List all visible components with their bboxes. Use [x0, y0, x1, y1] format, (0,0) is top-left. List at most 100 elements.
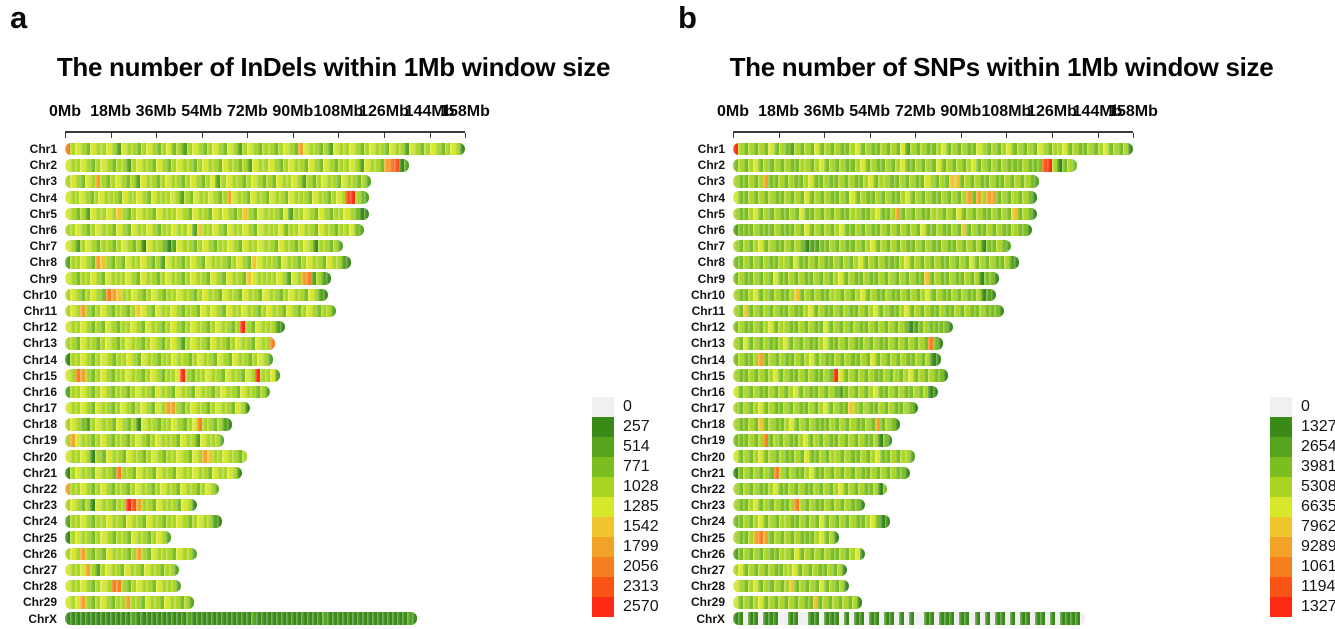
heat-window-segment	[888, 272, 894, 285]
heat-window-segment	[240, 272, 246, 285]
heat-window-segment	[1021, 207, 1027, 221]
chromosome-row: Chr2	[668, 157, 1335, 173]
heat-window-segment	[90, 337, 95, 350]
heat-window-segment	[179, 434, 185, 447]
heat-window-segment	[255, 304, 261, 318]
heat-window-segment	[792, 563, 798, 577]
heat-window-segment	[75, 175, 81, 188]
heat-window-segment	[777, 434, 783, 447]
heat-window-segment	[175, 272, 181, 285]
heat-window-segment	[783, 450, 789, 463]
heat-window-segment	[829, 239, 835, 253]
heat-window-segment	[174, 434, 180, 447]
heat-window-segment	[768, 450, 774, 463]
chromosome-label: Chr1	[29, 142, 57, 157]
heat-window-segment	[895, 223, 901, 237]
heat-window-segment	[255, 272, 261, 285]
heat-window-segment	[772, 563, 778, 577]
heat-window-segment	[265, 304, 271, 318]
heat-window-segment	[909, 612, 915, 625]
heat-window-segment	[160, 191, 165, 204]
heat-window-segment	[85, 256, 91, 269]
chromosome-label: Chr15	[690, 368, 725, 383]
heat-window-segment	[232, 223, 238, 237]
heat-window-segment	[250, 369, 255, 382]
heat-window-segment	[1026, 142, 1032, 156]
heat-window-segment	[807, 434, 813, 447]
chromosome-heat-bar	[733, 304, 1004, 318]
heat-window-segment	[884, 191, 890, 204]
heat-window-segment	[842, 596, 848, 609]
heat-window-segment	[220, 401, 225, 415]
heat-window-segment	[119, 596, 125, 609]
chromosome-row: Chr9	[668, 271, 1335, 287]
heat-window-segment	[991, 207, 997, 221]
heat-window-segment	[888, 612, 894, 625]
heat-window-segment	[960, 288, 966, 302]
heat-window-segment	[196, 515, 202, 528]
heat-window-segment	[955, 159, 961, 172]
heat-window-segment	[105, 175, 111, 188]
heat-window-segment	[1006, 191, 1012, 204]
heat-window-segment	[753, 353, 759, 366]
heat-window-segment	[85, 418, 91, 431]
heat-window-segment	[872, 434, 878, 447]
heat-window-segment	[819, 288, 825, 302]
heat-window-segment	[793, 401, 798, 415]
heat-window-segment	[843, 369, 848, 382]
heat-window-segment	[110, 256, 116, 269]
heat-window-segment	[763, 256, 769, 269]
heat-window-segment	[195, 175, 201, 188]
heat-window-segment	[828, 304, 834, 318]
heat-window-segment	[1026, 223, 1032, 237]
heat-window-segment	[833, 175, 839, 188]
heat-window-segment	[161, 207, 167, 221]
heat-window-segment	[80, 272, 86, 285]
heat-window-segment	[90, 450, 96, 463]
heat-window-segment	[186, 547, 192, 561]
heat-window-segment	[130, 175, 136, 188]
axis-tick-mark	[1097, 133, 1099, 138]
chromosome-heat-bar	[65, 498, 197, 512]
heat-window-segment	[227, 207, 233, 221]
heat-window-segment	[283, 191, 289, 204]
heat-window-segment	[161, 547, 167, 561]
heat-window-segment	[95, 320, 100, 334]
chromosome-heat-bar	[733, 337, 943, 350]
heat-window-segment	[170, 369, 175, 382]
heat-window-segment	[200, 304, 206, 318]
chromosome-row: Chr18	[668, 416, 1335, 432]
heat-window-segment	[135, 142, 141, 156]
heat-window-segment	[738, 304, 744, 318]
heat-window-segment	[814, 288, 820, 302]
heat-window-segment	[176, 239, 182, 253]
heat-window-segment	[94, 482, 100, 496]
heat-window-segment	[155, 385, 160, 399]
heat-window-segment	[844, 547, 850, 561]
heat-window-segment	[323, 223, 329, 237]
heat-window-segment	[839, 159, 845, 172]
heat-window-segment	[120, 288, 126, 302]
heat-window-segment	[879, 450, 885, 463]
heat-window-segment	[968, 272, 974, 285]
panel-letter-b: b	[678, 0, 697, 35]
heat-window-segment	[181, 450, 187, 463]
chromosome-label: Chr7	[29, 239, 57, 254]
chromosome-label: Chr5	[697, 206, 725, 221]
heat-window-segment	[920, 159, 926, 172]
heat-window-segment	[109, 596, 115, 609]
chromosome-label: Chr27	[22, 562, 57, 577]
heat-window-segment	[265, 256, 271, 269]
heat-window-segment	[834, 418, 840, 431]
heat-window-segment	[277, 207, 283, 221]
heat-window-segment	[140, 337, 145, 350]
heat-window-segment	[150, 385, 155, 399]
chromosome-heat-bar	[65, 207, 369, 221]
heat-window-segment	[225, 385, 230, 399]
heat-window-segment	[853, 256, 859, 269]
heat-window-segment	[913, 272, 919, 285]
heat-window-segment	[913, 175, 919, 188]
heat-window-segment	[272, 142, 278, 156]
heat-window-segment	[802, 563, 808, 577]
heat-window-segment	[991, 223, 997, 237]
